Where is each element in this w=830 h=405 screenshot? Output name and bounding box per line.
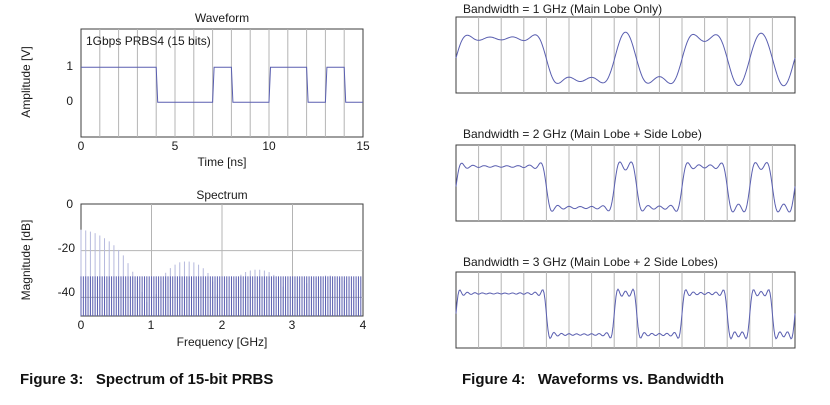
figure4-caption: Figure 4: Waveforms vs. Bandwidth	[462, 371, 724, 388]
spectrum-ylabel: Magnitude [dB]	[19, 220, 33, 301]
bw-panel-2ghz-title: Bandwidth = 2 GHz (Main Lobe + Side Lobe…	[463, 127, 702, 141]
bw-panel-2ghz-grid	[478, 145, 773, 221]
figure3-caption: Figure 3: Spectrum of 15-bit PRBS	[20, 371, 273, 388]
figure3-text: Spectrum of 15-bit PRBS	[95, 371, 274, 388]
waveform-xtick-15: 15	[356, 139, 370, 153]
spectrum-xtick-4: 4	[360, 318, 367, 332]
spectrum-xtick-2: 2	[219, 318, 226, 332]
waveform-ylabel: Amplitude [V]	[19, 46, 33, 117]
bw-panel-3ghz-frame	[455, 271, 796, 349]
waveform-title: Waveform	[195, 11, 249, 25]
waveform-xtick-5: 5	[172, 139, 179, 153]
bw-panel-3ghz: Bandwidth = 3 GHz (Main Lobe + 2 Side Lo…	[455, 255, 796, 349]
waveform-trace	[81, 66, 363, 103]
spectrum-title: Spectrum	[196, 188, 247, 202]
spectrum-chart: Spectrum 0 -20 -40 0 1 2 3 4 Frequency […	[19, 188, 367, 349]
bw-panel-1ghz-frame	[455, 16, 796, 94]
spectrum-ytick-20: -20	[58, 241, 76, 255]
spectrum-ytick-0: 0	[66, 197, 73, 211]
waveform-chart: Waveform 1Gbps PRBS4 (15 bits) 1 0 0 5 1…	[19, 11, 370, 169]
waveform-frame	[80, 28, 364, 138]
waveform-ytick-0: 0	[66, 94, 73, 108]
waveform-xtick-10: 10	[262, 139, 276, 153]
bw-panel-3ghz-trace	[455, 288, 796, 340]
spectrum-lines	[80, 229, 362, 316]
waveform-grid	[99, 29, 345, 137]
spectrum-xtick-0: 0	[78, 318, 85, 332]
figure3-label: Figure 3:	[20, 371, 84, 388]
bw-panel-2ghz: Bandwidth = 2 GHz (Main Lobe + Side Lobe…	[455, 127, 796, 222]
figure4-label: Figure 4:	[462, 371, 526, 388]
bw-panel-2ghz-frame	[455, 144, 796, 222]
spectrum-xtick-3: 3	[289, 318, 296, 332]
spectrum-ytick-40: -40	[58, 285, 76, 299]
waveform-annotation: 1Gbps PRBS4 (15 bits)	[86, 34, 211, 48]
bw-panel-1ghz: Bandwidth = 1 GHz (Main Lobe Only)	[455, 2, 796, 94]
spectrum-xtick-1: 1	[148, 318, 155, 332]
bw-panel-1ghz-title: Bandwidth = 1 GHz (Main Lobe Only)	[463, 2, 662, 16]
figure4-text: Waveforms vs. Bandwidth	[537, 371, 725, 388]
bw-panel-1ghz-grid	[478, 17, 773, 93]
bw-panel-1ghz-trace	[455, 31, 796, 87]
waveform-ytick-1: 1	[66, 59, 73, 73]
waveform-xtick-0: 0	[78, 139, 85, 153]
bw-panel-3ghz-title: Bandwidth = 3 GHz (Main Lobe + 2 Side Lo…	[463, 255, 718, 269]
bw-panel-2ghz-trace	[455, 161, 796, 213]
waveform-xlabel: Time [ns]	[198, 155, 247, 169]
spectrum-xlabel: Frequency [GHz]	[177, 335, 268, 349]
